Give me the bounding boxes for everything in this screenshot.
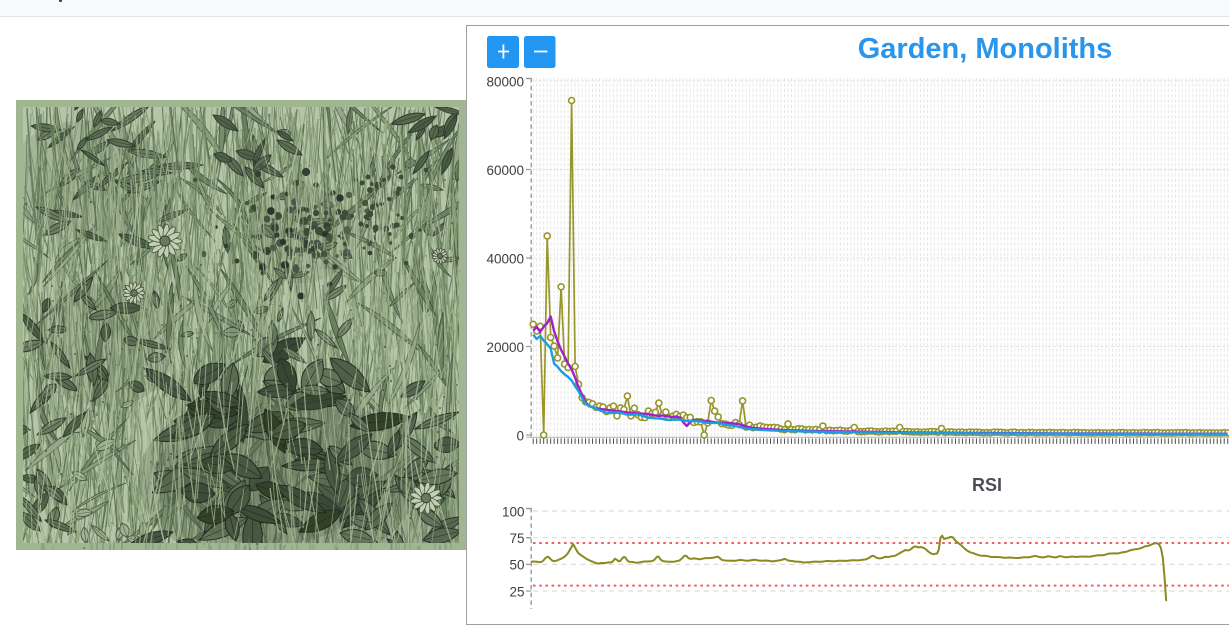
- svg-text:75: 75: [509, 531, 524, 546]
- svg-text:0: 0: [516, 428, 524, 443]
- svg-text:80000: 80000: [486, 74, 524, 89]
- svg-text:100: 100: [502, 504, 525, 519]
- svg-text:Garden, Monoliths: Garden, Monoliths: [858, 33, 1113, 65]
- svg-text:RSI: RSI: [972, 475, 1002, 495]
- svg-text:50: 50: [509, 558, 524, 573]
- svg-text:60000: 60000: [486, 163, 524, 178]
- svg-text:25: 25: [509, 584, 524, 599]
- svg-text:20000: 20000: [486, 340, 524, 355]
- svg-text:40000: 40000: [486, 251, 524, 266]
